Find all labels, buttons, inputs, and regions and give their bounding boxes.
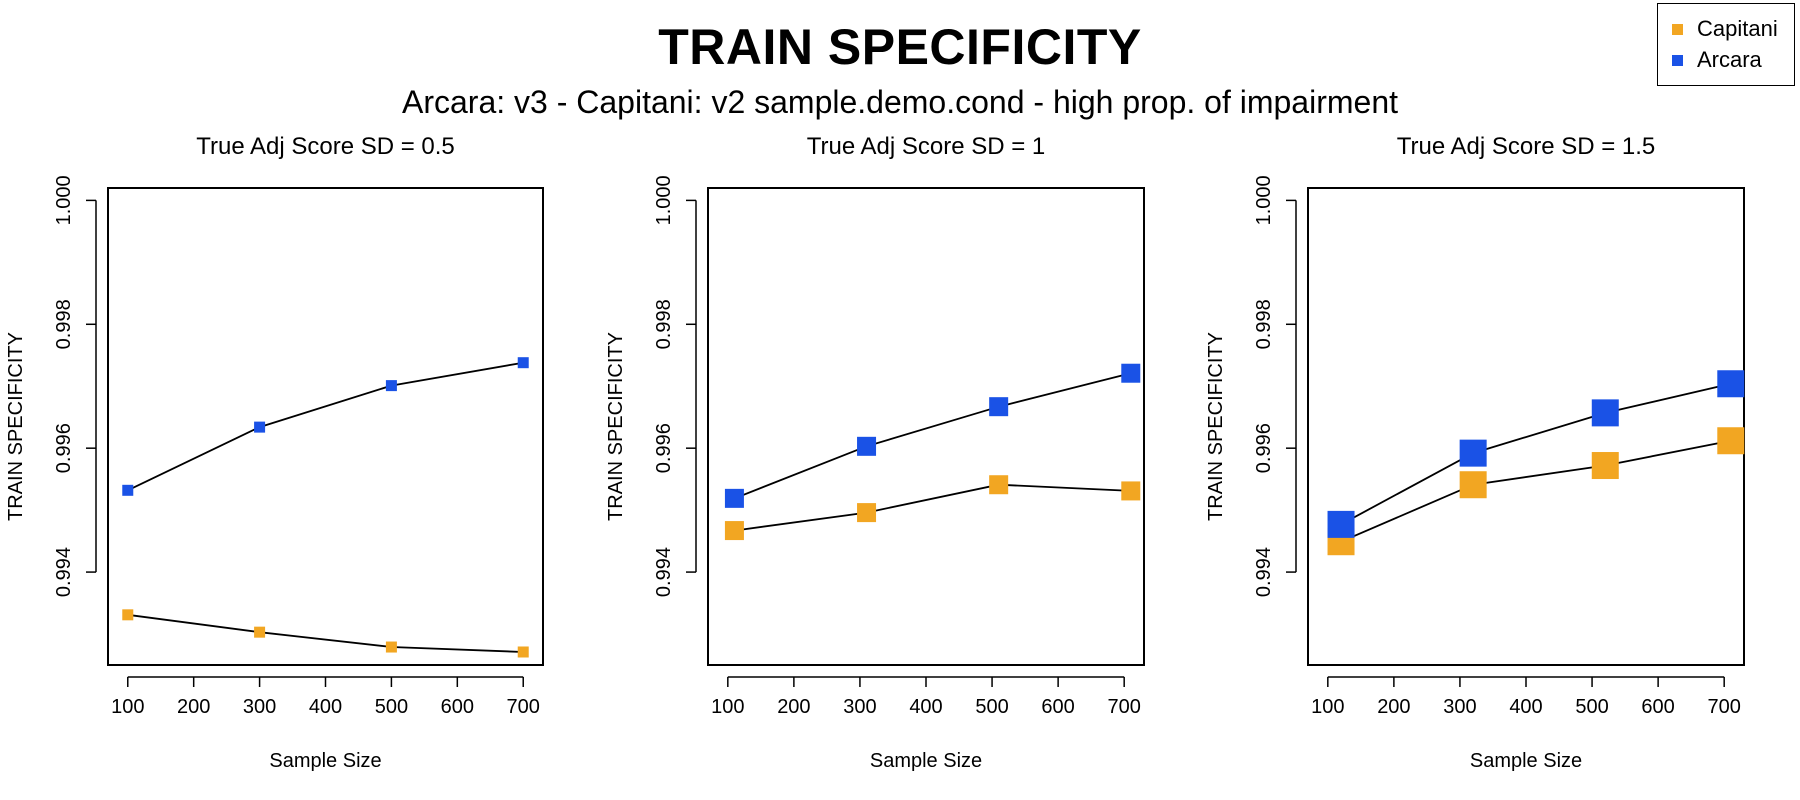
x-tick-label: 100	[1311, 696, 1344, 718]
y-tick-label: 1.000	[53, 175, 75, 225]
x-tick-label: 700	[1107, 696, 1140, 718]
data-point-arcara	[989, 397, 1009, 417]
x-tick-label: 600	[441, 696, 474, 718]
x-tick-label: 500	[375, 696, 408, 718]
data-point-arcara	[724, 488, 744, 508]
y-tick-label: 0.996	[53, 423, 75, 473]
series-line-capitani	[1340, 439, 1731, 543]
panel-3: True Adj Score SD = 1.5 100 200 300 400 500 60…	[1205, 133, 1745, 772]
data-point-arcara	[517, 357, 529, 369]
data-point-arcara	[1121, 363, 1141, 383]
data-point-capitani	[857, 503, 877, 523]
y-tick-label: 0.996	[653, 423, 675, 473]
y-tick-label: 0.994	[53, 547, 75, 597]
y-tick-label: 0.998	[1253, 299, 1275, 349]
x-tick-label: 200	[177, 696, 210, 718]
y-tick-label: 0.998	[53, 299, 75, 349]
x-tick-label: 400	[909, 696, 942, 718]
series-line-arcara	[734, 372, 1132, 500]
x-axis-label: Sample Size	[1470, 750, 1582, 772]
data-point-capitani	[254, 626, 266, 638]
legend-label-capitani: Capitani	[1697, 16, 1778, 41]
panel-title: True Adj Score SD = 1.5	[1397, 133, 1656, 160]
data-point-capitani	[517, 646, 529, 658]
x-tick-label: 500	[1575, 696, 1608, 718]
x-tick-label: 100	[111, 696, 144, 718]
data-point-arcara	[857, 436, 877, 456]
data-point-arcara	[385, 380, 397, 392]
data-point-capitani	[1591, 452, 1619, 480]
plot-frame	[707, 187, 1145, 666]
panel-title: True Adj Score SD = 1	[807, 133, 1046, 160]
series-line-arcara	[1340, 382, 1732, 526]
data-point-arcara	[1327, 510, 1355, 538]
data-point-capitani	[1459, 471, 1487, 499]
y-axis-label: TRAIN SPECIFICITY	[605, 332, 627, 521]
x-tick-label: 100	[711, 696, 744, 718]
x-tick-label: 200	[1377, 696, 1410, 718]
data-point-capitani	[1717, 427, 1745, 455]
data-point-arcara	[1591, 399, 1619, 427]
data-point-capitani	[989, 475, 1009, 495]
data-point-capitani	[724, 521, 744, 541]
chart-subtitle: Arcara: v3 - Capitani: v2 sample.demo.co…	[401, 84, 1398, 120]
x-tick-label: 400	[309, 696, 342, 718]
x-tick-label: 300	[1443, 696, 1476, 718]
series-line-capitani	[127, 613, 524, 653]
y-axis-label: TRAIN SPECIFICITY	[5, 332, 27, 521]
x-tick-label: 700	[1707, 696, 1740, 718]
y-tick-label: 0.996	[1253, 423, 1275, 473]
data-point-capitani	[385, 641, 397, 653]
data-point-arcara	[1459, 439, 1487, 467]
y-tick-label: 1.000	[653, 175, 675, 225]
y-tick-label: 0.998	[653, 299, 675, 349]
legend-item-capitani: Capitani	[1672, 16, 1778, 42]
x-tick-label: 500	[975, 696, 1008, 718]
y-tick-label: 1.000	[1253, 175, 1275, 225]
data-point-capitani	[1121, 481, 1141, 501]
plot-frame	[1307, 187, 1745, 666]
x-tick-label: 700	[507, 696, 540, 718]
legend-label-arcara: Arcara	[1697, 47, 1762, 72]
y-tick-label: 0.994	[653, 547, 675, 597]
x-tick-label: 400	[1509, 696, 1542, 718]
x-tick-label: 600	[1641, 696, 1674, 718]
series-line-arcara	[127, 361, 524, 492]
x-tick-label: 300	[843, 696, 876, 718]
x-tick-label: 600	[1041, 696, 1074, 718]
x-tick-label: 300	[243, 696, 276, 718]
legend-swatch-capitani	[1672, 23, 1683, 35]
x-axis-label: Sample Size	[269, 750, 381, 772]
data-point-capitani	[122, 609, 134, 621]
x-tick-label: 200	[777, 696, 810, 718]
panel-2: True Adj Score SD = 1 100 200 300 400 500 600 7…	[605, 133, 1145, 772]
legend: Capitani Arcara	[1657, 3, 1795, 86]
legend-swatch-arcara	[1672, 54, 1683, 66]
y-tick-label: 0.994	[1253, 547, 1275, 597]
legend-item-arcara: Arcara	[1672, 47, 1762, 73]
series-line-capitani	[734, 483, 1131, 532]
chart-title: TRAIN SPECIFICITY	[658, 19, 1142, 75]
data-point-arcara	[1717, 370, 1745, 398]
panel-1: True Adj Score SD = 0.5 100 200 300 400 500 60…	[5, 133, 544, 772]
data-point-arcara	[122, 484, 134, 496]
panel-title: True Adj Score SD = 0.5	[196, 133, 455, 160]
x-axis-label: Sample Size	[870, 750, 982, 772]
y-axis-label: TRAIN SPECIFICITY	[1205, 332, 1227, 521]
plot-frame	[107, 187, 544, 666]
data-point-arcara	[254, 421, 266, 433]
